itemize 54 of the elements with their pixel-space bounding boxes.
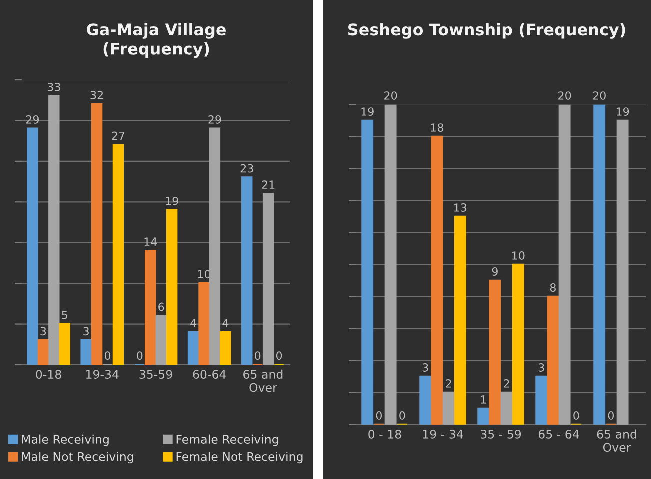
data-label: 19 [616,108,630,116]
data-label: 3 [422,364,428,372]
data-label: 0 [276,352,282,360]
legend-label: Male Receiving [22,434,109,446]
data-label: 19 [362,108,374,116]
x-tick-label: 35 - 59 [480,430,522,439]
legend-label: Female Receiving [176,434,278,446]
data-label: 20 [384,92,398,100]
data-label: 0 [137,352,143,360]
data-label: 6 [158,302,164,312]
x-tick-label: 0-18 [36,370,62,379]
legend-label: Female Not Receiving [176,452,303,464]
data-label: 3 [538,364,544,372]
chart-title: Seshego Township (Frequency) [348,23,626,39]
data-label: 13 [454,204,467,212]
x-tick-label: 0 - 18 [368,430,402,439]
data-label: 0 [400,412,406,420]
data-label: 0 [376,412,382,420]
data-label: 0 [104,352,111,360]
data-label: 3 [40,327,46,336]
data-label: 0 [608,412,614,420]
data-label: 18 [431,124,444,132]
x-tick-label: 19 - 34 [423,430,464,439]
data-label: 10 [512,252,525,260]
data-label: 23 [240,164,254,173]
data-label: 5 [62,311,68,320]
data-label: 33 [48,82,60,92]
legend-label: Male Not Receiving [22,452,134,464]
data-label: 3 [84,327,89,336]
data-label: 2 [446,380,452,388]
data-label: 21 [262,180,275,189]
data-label: 0 [574,412,580,420]
x-tick-label: 19-34 [86,370,119,379]
data-label: 32 [90,91,103,100]
data-label: 2 [504,380,510,388]
data-label: 20 [558,92,572,100]
data-label: 29 [208,116,222,124]
data-label: 1 [481,396,486,404]
x-tick-label: 60-64 [193,370,226,379]
data-label: 19 [166,196,178,206]
data-label: 9 [492,268,498,276]
data-label: 8 [550,284,556,292]
data-label: 4 [222,319,229,328]
data-label: 14 [144,238,158,246]
data-label: 4 [190,319,196,328]
x-tick-label: 65 and Over [597,430,636,452]
data-label: 0 [255,352,261,360]
x-tick-label: 65 - 64 [538,430,580,439]
chart-title: Ga-Maja Village (Frequency) [87,23,226,58]
x-tick-label: 35-59 [140,370,172,379]
data-label: 27 [112,132,125,140]
data-label: 20 [593,92,606,100]
x-tick-label: 65 and Over [244,370,283,392]
data-label: 29 [26,116,40,124]
